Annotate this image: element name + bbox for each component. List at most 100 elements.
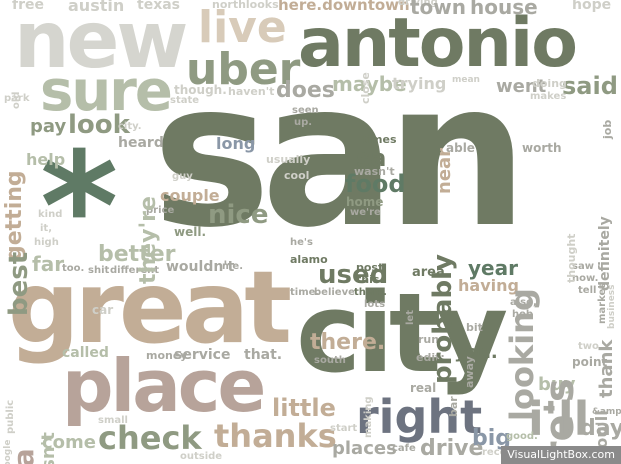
- word-texas: texas: [137, 0, 180, 13]
- word-seen: seen: [292, 105, 319, 116]
- word-run: run: [418, 333, 440, 346]
- word-area-dot: area.: [412, 265, 450, 280]
- word-car: car: [92, 303, 114, 317]
- word-downtown: here.downtown: [278, 0, 410, 14]
- word-this-dot: this.: [356, 273, 384, 286]
- word-check: check: [98, 419, 202, 457]
- watermark: VisualLightBox.com: [501, 446, 621, 464]
- word-real: real: [410, 381, 437, 395]
- word-two: two: [578, 341, 599, 352]
- word-now: now.: [572, 273, 599, 284]
- word-come: come: [42, 432, 96, 453]
- word-google: google: [3, 439, 13, 464]
- word-city: city: [296, 269, 508, 397]
- word-amp: &amp;: [592, 407, 621, 417]
- word-south: south: [314, 355, 346, 366]
- word-them: them.: [354, 287, 387, 298]
- word-that: that.: [244, 347, 283, 363]
- word-antonio: antonio: [298, 4, 578, 83]
- word-area: area: [7, 448, 40, 464]
- word-service: service: [174, 347, 231, 363]
- word-best: best: [4, 251, 34, 316]
- word-town: town: [410, 0, 467, 19]
- word-theyre: they're: [136, 196, 161, 284]
- word-high: high: [34, 237, 59, 248]
- word-cafe: cafe: [392, 443, 416, 454]
- word-lots: lots: [364, 299, 386, 310]
- word-small: small: [98, 415, 128, 426]
- word-point: point: [572, 355, 608, 369]
- word-big: big: [472, 426, 512, 451]
- word-new: new: [14, 0, 188, 86]
- word-there-dot: there.: [310, 330, 386, 355]
- word-near: near: [434, 147, 455, 194]
- word-san: san: [152, 39, 528, 272]
- word-doing: doing: [532, 77, 567, 90]
- word-hope: hope: [572, 0, 612, 13]
- word-buy: buy: [538, 374, 576, 395]
- word-saw: saw: [572, 261, 594, 272]
- word-isnt: isn't: [38, 432, 59, 464]
- word-mean: mean: [452, 75, 480, 85]
- word-public: public: [5, 399, 16, 434]
- word-away: away: [463, 356, 476, 388]
- word-shit: shit: [88, 265, 110, 276]
- word-close: close: [359, 72, 372, 104]
- word-heard: heard: [118, 135, 164, 151]
- word-worth: worth: [522, 141, 562, 155]
- word-guy: guy: [172, 171, 193, 182]
- word-makes: makes: [530, 91, 567, 102]
- word-cool: cool: [284, 169, 310, 182]
- word-probably: probably: [428, 254, 458, 384]
- word-business: business: [607, 284, 617, 329]
- word-up: up.: [294, 117, 313, 128]
- word-getting: getting: [2, 170, 27, 261]
- word-tell: tell: [578, 285, 597, 296]
- word-havent: haven't: [228, 85, 275, 98]
- word-great: great: [8, 249, 292, 366]
- word-good: good.: [506, 431, 538, 442]
- word-recom: recom: [482, 447, 517, 458]
- word-home: home: [346, 195, 384, 209]
- word-bit: bit: [466, 321, 483, 334]
- word-different: different: [110, 265, 160, 276]
- word-hes: he's: [290, 237, 313, 248]
- word-city-dot: city.: [118, 121, 142, 132]
- word-well: well.: [174, 225, 207, 239]
- word-making: making: [363, 396, 374, 438]
- word-sure: sure: [40, 59, 173, 124]
- word-far: far: [32, 252, 65, 276]
- word-outside: outside: [180, 451, 223, 462]
- word-let: let: [405, 310, 416, 325]
- word-nice: nice: [208, 200, 269, 230]
- word-thought: thought: [565, 233, 578, 283]
- word-northlooks: northlooks: [212, 0, 279, 11]
- word-edit: edit:: [416, 351, 445, 364]
- word-house: house: [470, 0, 538, 19]
- word-kind: kind: [38, 209, 63, 220]
- word-times: times: [362, 133, 397, 146]
- word-driving: driving: [398, 0, 438, 8]
- word-thanks: thanks: [214, 417, 337, 455]
- word-long: long: [216, 134, 256, 153]
- word-job: job: [601, 119, 614, 139]
- word-went: went: [496, 76, 547, 97]
- word-definitely: definitely: [597, 216, 613, 291]
- word-place: place: [62, 344, 266, 428]
- word-state: state: [170, 95, 200, 106]
- word-austin: austin: [68, 0, 125, 15]
- word-post: post: [356, 261, 384, 274]
- word-money: money: [146, 349, 188, 362]
- word-looking: looking: [503, 288, 541, 421]
- word-able: able: [446, 141, 475, 155]
- word-food: food: [345, 170, 406, 198]
- word-park: park: [4, 93, 30, 104]
- word-ill: i'll: [528, 392, 590, 446]
- word-free: free: [12, 0, 44, 13]
- word-day: day: [580, 416, 621, 441]
- word-look: look: [68, 110, 130, 140]
- word-does: does: [276, 78, 335, 103]
- word-asterisk: *: [40, 121, 119, 295]
- word-wouldnt: wouldn't: [166, 259, 235, 275]
